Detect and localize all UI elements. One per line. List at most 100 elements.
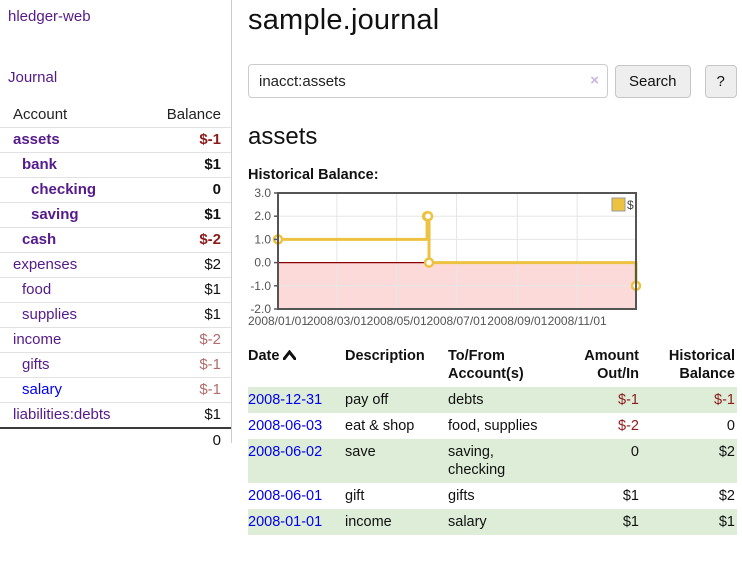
account-row: assets $-1	[0, 127, 231, 152]
y-axis-tick-label: 2.0	[254, 209, 271, 223]
account-balance: $1	[204, 206, 221, 223]
accounts-cell: saving, checking	[448, 444, 506, 478]
search-input-wrap: ×	[248, 64, 608, 98]
amount-cell: $-1	[618, 392, 639, 408]
sidebar-account-liabilities-debts[interactable]: liabilities:debts	[13, 406, 111, 423]
column-header-description: Description	[345, 348, 425, 364]
x-axis-tick-label: 2008/07/01	[426, 314, 486, 328]
register-body: 2008-12-31 pay off debts $-1 $-1 2008-06-03 ea…	[248, 387, 737, 535]
register-row: 2008-06-01 gift gifts $1 $2	[248, 483, 737, 509]
x-axis-tick-label: 2008/01/01	[248, 314, 308, 328]
app-brand-link[interactable]: hledger-web	[8, 8, 91, 25]
account-balance: $1	[204, 306, 221, 323]
clear-search-icon[interactable]: ×	[590, 72, 599, 89]
search-form: × Search ?	[248, 64, 742, 98]
account-row: bank $1	[0, 152, 231, 177]
accounts-cell: gifts	[448, 488, 475, 504]
transaction-date-link[interactable]: 2008-01-01	[248, 514, 323, 530]
description-cell: pay off	[345, 392, 389, 408]
date-cell: 2008-01-01	[248, 509, 345, 535]
x-axis-tick-label: 2008/11/01	[548, 314, 607, 328]
balance-cell: $2	[718, 488, 735, 504]
main-content: sample.journal × Search ? assets Histori…	[248, 0, 742, 535]
account-balance: $1	[204, 281, 221, 298]
sort-ascending-icon	[283, 350, 297, 360]
transaction-date-link[interactable]: 2008-06-01	[248, 488, 323, 504]
date-cell: 2008-06-01	[248, 483, 345, 509]
sidebar-account-checking[interactable]: checking	[31, 181, 97, 198]
amount-cell: 0	[630, 444, 639, 460]
register-header-row: Date Description To/From Account(s) Amount …	[248, 345, 737, 387]
account-row: expenses $2	[0, 252, 231, 277]
accounts-rows: assets $-1 bank $1 checking 0 saving $1 cash $-2 e…	[0, 127, 231, 427]
register-row: 2008-12-31 pay off debts $-1 $-1	[248, 387, 737, 413]
balance-cell: $-1	[714, 392, 735, 408]
column-header-to-from: To/From Account(s)	[448, 348, 524, 382]
accounts-cell: debts	[448, 392, 484, 408]
y-axis-tick-label: -2.0	[250, 302, 271, 316]
description-cell: save	[345, 444, 376, 460]
historical-balance-chart: 3.0 2.0 1.0 0.0 -1.0 -2.0 2008/01/01 2008/03/01…	[248, 186, 742, 333]
date-cell: 2008-06-03	[248, 413, 345, 439]
account-row: saving $1	[0, 202, 231, 227]
sidebar-account-food[interactable]: food	[22, 281, 52, 298]
amount-cell: $1	[622, 488, 639, 504]
amount-cell: $1	[622, 514, 639, 530]
account-heading: assets	[248, 123, 318, 150]
accounts-table-header: Account Balance	[0, 103, 231, 127]
column-header-date[interactable]: Date	[248, 345, 345, 387]
accounts-column-account: Account	[13, 106, 68, 123]
account-balance: $2	[204, 256, 221, 273]
legend-series-label: $	[627, 198, 634, 212]
chart-legend: $	[611, 197, 634, 212]
transaction-date-link[interactable]: 2008-12-31	[248, 392, 323, 408]
sidebar-account-supplies[interactable]: supplies	[22, 306, 78, 323]
register-row: 2008-06-02 save saving, checking 0 $2	[248, 439, 737, 483]
data-point	[423, 257, 435, 268]
sidebar-account-cash[interactable]: cash	[22, 231, 57, 248]
sidebar-account-saving[interactable]: saving	[31, 206, 79, 223]
y-axis-tick-label: -1.0	[250, 279, 271, 293]
account-row: supplies $1	[0, 302, 231, 327]
account-row: gifts $-1	[0, 352, 231, 377]
y-axis-tick-label: 3.0	[254, 186, 271, 200]
column-header-amount: Amount Out/In	[584, 348, 639, 382]
sidebar-account-income[interactable]: income	[13, 331, 62, 348]
account-row: income $-2	[0, 327, 231, 352]
account-balance: $-1	[199, 131, 221, 148]
accounts-table: Account Balance assets $-1 bank $1 checking 0…	[0, 103, 231, 453]
search-button[interactable]: Search	[615, 64, 691, 98]
account-row: food $1	[0, 277, 231, 302]
account-row: liabilities:debts $1	[0, 402, 231, 427]
account-row: checking 0	[0, 177, 231, 202]
account-balance: 0	[212, 181, 221, 198]
description-cell: income	[345, 514, 392, 530]
sidebar-account-salary[interactable]: salary	[22, 381, 63, 398]
balance-cell: $2	[718, 444, 735, 460]
sidebar-account-assets[interactable]: assets	[13, 131, 60, 148]
sidebar-account-expenses[interactable]: expenses	[13, 256, 78, 273]
transaction-date-link[interactable]: 2008-06-02	[248, 444, 323, 460]
help-button[interactable]: ?	[704, 64, 737, 98]
transaction-date-link[interactable]: 2008-06-03	[248, 418, 323, 434]
accounts-column-balance: Balance	[166, 106, 221, 123]
description-cell: eat & shop	[345, 418, 415, 434]
y-axis-tick-label: 1.0	[254, 232, 271, 246]
page-title: sample.journal	[248, 4, 440, 36]
accounts-cell: food, supplies	[448, 418, 538, 434]
account-balance: $-1	[199, 356, 221, 373]
sidebar-account-gifts[interactable]: gifts	[22, 356, 50, 373]
register-table: Date Description To/From Account(s) Amount …	[248, 345, 737, 535]
x-axis-tick-label: 2008/05/01	[367, 314, 427, 328]
sidebar-account-bank[interactable]: bank	[22, 156, 58, 173]
nav-journal-link[interactable]: Journal	[8, 69, 58, 86]
date-cell: 2008-12-31	[248, 387, 345, 413]
register-row: 2008-01-01 income salary $1 $1	[248, 509, 737, 535]
chart-canvas: 3.0 2.0 1.0 0.0 -1.0 -2.02008/01/012008/03/01…	[248, 186, 642, 328]
search-input[interactable]	[248, 64, 608, 98]
register-row: 2008-06-03 eat & shop food, supplies $-2 0	[248, 413, 737, 439]
data-point	[422, 210, 434, 222]
balance-cell: 0	[726, 418, 735, 434]
account-balance: $1	[204, 156, 221, 173]
